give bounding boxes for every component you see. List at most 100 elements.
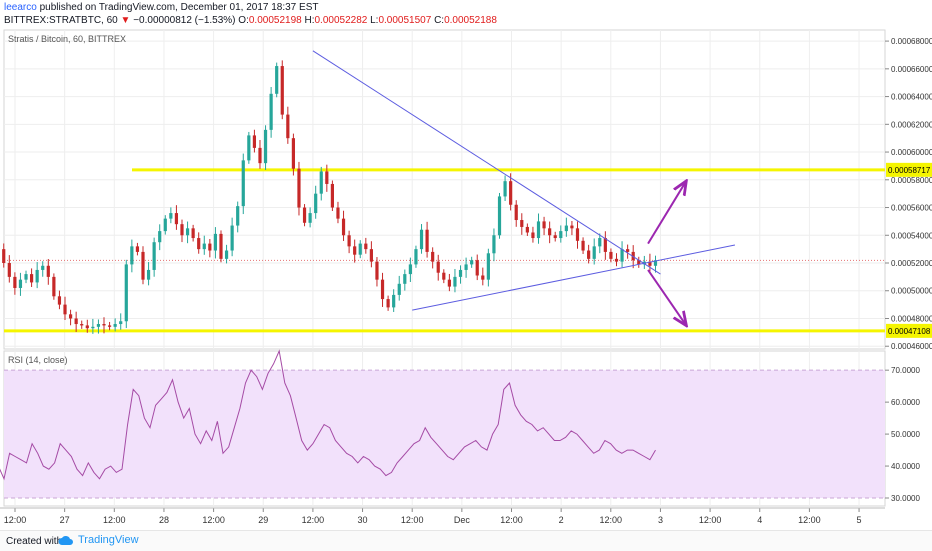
footer: Created with TradingView (0, 530, 932, 551)
candle-body (442, 272, 446, 280)
open-label: O: (238, 15, 249, 26)
candle-body (492, 235, 496, 254)
candle-body (486, 253, 490, 280)
candle-body (458, 269, 463, 277)
x-tick-label: 29 (258, 515, 268, 525)
candle-body (464, 264, 468, 270)
candle-body (592, 246, 596, 259)
rsi-y-tick-label: 70.0000 (891, 366, 920, 375)
candle-body (520, 220, 524, 227)
author-link[interactable]: leearco (4, 2, 37, 13)
candle-body (7, 263, 11, 277)
candle-body (598, 238, 602, 247)
candle-body (470, 260, 474, 265)
candle-body (24, 274, 28, 280)
candle-body (35, 269, 39, 283)
tradingview-logo[interactable]: TradingView (58, 534, 139, 546)
price-pane-title: Stratis / Bitcoin, 60, BITTREX (8, 34, 126, 44)
candle-body (425, 229, 429, 252)
candle-body (191, 228, 195, 239)
y-tick-label: 0.00060000 (891, 148, 932, 157)
candle-body (620, 249, 624, 262)
low-value: 0.00051507 (378, 15, 432, 26)
chart-area[interactable]: 12:00 27 12:00 28 12:00 29 12:00 30 12:00 Dec 12:0… (0, 28, 932, 530)
candle-body (230, 225, 234, 251)
x-tick-label: 12:00 (103, 515, 126, 525)
candle-body (96, 324, 101, 327)
candle-body (236, 206, 240, 226)
candle-body (380, 279, 385, 300)
published-text: published on TradingView.com, December 0… (39, 2, 319, 13)
change-value: −0.00000812 (−1.53%) (133, 15, 236, 26)
x-tick-label: 12:00 (798, 515, 821, 525)
y-tick-label: 0.00054000 (891, 231, 932, 240)
change-down-icon: ▼ (120, 15, 131, 26)
x-tick-label: 2 (559, 515, 564, 525)
rsi-y-tick-label: 40.0000 (891, 462, 920, 471)
x-tick-label: 12:00 (302, 515, 325, 525)
candle-body (280, 66, 284, 115)
x-tick-label: 12:00 (500, 515, 523, 525)
candle-body (369, 249, 373, 262)
candle-body (481, 275, 485, 280)
candle-body (525, 226, 529, 233)
candle-body (18, 279, 23, 288)
x-tick-label: 27 (60, 515, 70, 525)
candle-body (158, 231, 162, 243)
candle-body (52, 276, 56, 297)
candle-body (392, 294, 396, 308)
direction-arrow (647, 183, 685, 245)
trendline (312, 50, 661, 275)
candle-body (431, 251, 435, 262)
x-tick-label: 12:00 (401, 515, 424, 525)
y-tick-label: 0.00052000 (891, 259, 932, 268)
candle-body (648, 261, 652, 266)
candle-body (570, 225, 574, 229)
candle-body (375, 261, 379, 280)
candle-body (219, 233, 223, 259)
high-value: 0.00052282 (314, 15, 368, 26)
candle-body (102, 324, 106, 326)
candle-body (174, 213, 179, 225)
candle-body (364, 243, 368, 250)
candle-body (581, 240, 585, 251)
candle-body (180, 224, 184, 236)
open-value: 0.00052198 (248, 15, 302, 26)
x-tick-label: 28 (159, 515, 169, 525)
candle-body (202, 243, 206, 250)
candle-body (509, 181, 513, 205)
candle-body (63, 304, 67, 315)
candle-body (46, 265, 50, 277)
cloud-icon (58, 535, 73, 545)
candle-body (319, 171, 323, 194)
candle-body (208, 243, 212, 251)
candle-body (397, 283, 401, 295)
x-tick-label: 12:00 (202, 515, 225, 525)
symbol-label: BITTREX:STRATBTC, 60 (4, 15, 118, 26)
price-pane (3, 29, 886, 350)
candle-body (41, 265, 45, 270)
candle-body (341, 218, 346, 236)
candle-body (548, 228, 552, 236)
y-tick-label: 0.00048000 (891, 314, 932, 323)
candle-body (241, 160, 245, 207)
candle-body (74, 318, 78, 325)
candle-body (185, 228, 190, 236)
candle-body (197, 238, 201, 250)
rsi-pane-title: RSI (14, close) (8, 355, 68, 365)
x-tick-label: 3 (658, 515, 663, 525)
x-tick-label: 30 (358, 515, 368, 525)
candle-body (141, 251, 145, 280)
high-label: H: (304, 15, 315, 26)
rsi-y-tick-label: 30.0000 (891, 494, 920, 503)
y-tick-label: 0.00068000 (891, 37, 932, 46)
y-tick-label: 0.00064000 (891, 93, 932, 102)
y-tick-label: 0.00046000 (891, 342, 932, 351)
candle-body (414, 249, 418, 265)
price-badge (886, 162, 932, 177)
candle-body (80, 324, 84, 326)
candle-body (325, 171, 329, 184)
candle-body (336, 207, 340, 219)
candle-body (308, 213, 312, 223)
candle-body (314, 193, 318, 214)
